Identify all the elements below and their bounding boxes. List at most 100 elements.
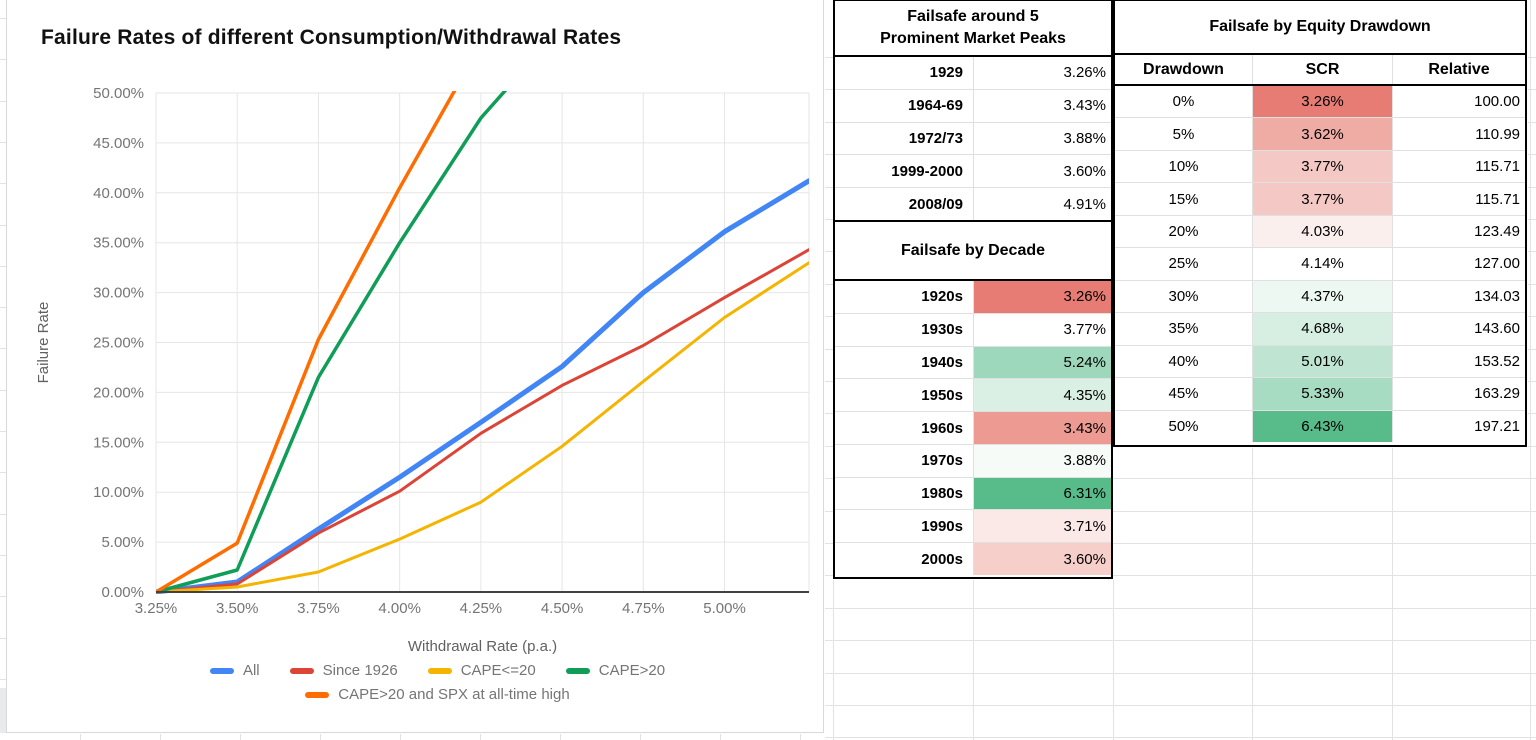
equity-drawdown-cell[interactable]: 15%	[1168, 190, 1199, 208]
x-tick-label: 3.75%	[297, 600, 340, 617]
equity-relative-cell[interactable]: 123.49	[1392, 215, 1525, 248]
decade-value-cell[interactable]: 3.77%	[973, 313, 1111, 346]
failure-rate-chart[interactable]: Failure Rates of different Consumption/W…	[6, 0, 824, 733]
equity-table-row: 45% 5.33% 163.29	[1115, 377, 1525, 410]
legend-swatch-icon	[565, 667, 590, 674]
sheet-gridline	[825, 413, 833, 415]
legend-item-cape-20-and-spx-at-all-time-high[interactable]: CAPE>20 and SPX at all-time high	[305, 686, 570, 703]
decade-table-rows: 1920s 3.26% 1930s 3.77% 1940s 5.24% 1950s 4.35%…	[835, 281, 1111, 576]
equity-scr-cell[interactable]: 5.33%	[1252, 378, 1392, 410]
legend-label: Since 1926	[322, 662, 398, 679]
equity-scr-cell[interactable]: 3.62%	[1252, 118, 1392, 150]
equity-relative-cell[interactable]: 143.60	[1392, 313, 1525, 345]
equity-header-drawdown[interactable]: Drawdown	[1143, 60, 1224, 78]
equity-header-scr[interactable]: SCR	[1252, 55, 1392, 84]
equity-drawdown-cell[interactable]: 50%	[1168, 417, 1199, 435]
sheet-gridline	[1528, 251, 1536, 253]
equity-scr-cell[interactable]: 4.37%	[1252, 280, 1392, 313]
equity-relative-cell[interactable]: 115.71	[1392, 183, 1525, 215]
sheet-gridline	[0, 265, 6, 267]
equity-scr-cell[interactable]: 3.77%	[1252, 183, 1392, 215]
equity-drawdown-cell[interactable]: 10%	[1168, 158, 1199, 176]
equity-drawdown-cell[interactable]: 0%	[1172, 93, 1195, 111]
equity-relative-cell[interactable]: 134.03	[1392, 280, 1525, 313]
decade-label-cell[interactable]: 1940s	[921, 353, 963, 371]
decade-value-cell[interactable]: 5.24%	[973, 346, 1111, 379]
equity-title-text: Failsafe by Equity Drawdown	[1209, 18, 1431, 36]
equity-table-rows: 0% 3.26% 100.00 5% 3.62% 110.99 10% 3.77% 115.71…	[1115, 86, 1525, 442]
equity-scr-cell[interactable]: 3.77%	[1252, 150, 1392, 183]
decade-table-row: 1940s 5.24%	[835, 345, 1111, 379]
decade-label-cell[interactable]: 1960s	[921, 419, 963, 437]
equity-relative-cell[interactable]: 127.00	[1392, 248, 1525, 280]
sheet-gridline	[0, 18, 6, 19]
equity-relative-cell[interactable]: 100.00	[1392, 86, 1525, 118]
decade-label-cell[interactable]: 1930s	[921, 321, 963, 339]
equity-scr-cell[interactable]: 4.14%	[1252, 248, 1392, 280]
legend-swatch-icon	[427, 667, 452, 674]
peaks-value-cell[interactable]: 3.88%	[973, 122, 1111, 155]
peaks-value-cell[interactable]: 3.60%	[973, 155, 1111, 188]
equity-table-row: 0% 3.26% 100.00	[1115, 86, 1525, 118]
equity-scr-cell[interactable]: 4.68%	[1252, 313, 1392, 345]
decade-value-cell[interactable]: 3.26%	[973, 281, 1111, 313]
sheet-gridline	[833, 580, 834, 740]
peaks-label-cell[interactable]: 1999-2000	[891, 162, 963, 180]
peaks-label-cell[interactable]: 1964-69	[907, 97, 963, 115]
sheet-gridline	[1113, 478, 1536, 480]
equity-drawdown-cell[interactable]: 5%	[1172, 125, 1195, 143]
decade-value-cell[interactable]: 6.31%	[973, 477, 1111, 510]
legend-item-all[interactable]: All	[209, 662, 260, 679]
sheet-gridline	[1113, 705, 1536, 706]
equity-drawdown-cell[interactable]: 45%	[1168, 385, 1199, 403]
decade-value-cell[interactable]: 4.35%	[973, 379, 1111, 412]
sheet-gridline	[825, 543, 833, 544]
legend-swatch-icon	[289, 667, 314, 674]
equity-relative-cell[interactable]: 197.21	[1392, 410, 1525, 442]
equity-relative-cell[interactable]: 153.52	[1392, 345, 1525, 378]
equity-drawdown-cell[interactable]: 40%	[1168, 352, 1199, 370]
equity-relative-cell[interactable]: 110.99	[1392, 118, 1525, 150]
decade-label-cell[interactable]: 2000s	[921, 550, 963, 568]
equity-header-relative[interactable]: Relative	[1392, 55, 1525, 84]
equity-scr-cell[interactable]: 5.01%	[1252, 345, 1392, 378]
sheet-gridline	[1528, 89, 1536, 91]
equity-scr-cell[interactable]: 6.43%	[1252, 410, 1392, 442]
decade-label-cell[interactable]: 1950s	[921, 386, 963, 404]
decade-label-cell[interactable]: 1920s	[921, 288, 963, 306]
equity-scr-cell[interactable]: 3.26%	[1252, 86, 1392, 118]
equity-drawdown-cell[interactable]: 25%	[1168, 255, 1199, 273]
equity-scr-cell[interactable]: 4.03%	[1252, 215, 1392, 248]
decade-label-cell[interactable]: 1990s	[921, 517, 963, 535]
decade-label-cell[interactable]: 1980s	[921, 485, 963, 503]
sheet-gridline	[1530, 0, 1531, 740]
equity-drawdown-cell[interactable]: 35%	[1168, 320, 1199, 338]
sheet-gridline	[1113, 580, 1114, 740]
decade-value-cell[interactable]: 3.60%	[973, 543, 1111, 576]
peaks-value-cell[interactable]: 4.91%	[973, 188, 1111, 220]
decade-label-cell[interactable]: 1970s	[921, 452, 963, 470]
decade-table-title[interactable]: Failsafe by Decade	[835, 220, 1111, 281]
equity-drawdown-cell[interactable]: 20%	[1168, 223, 1199, 241]
decade-value-cell[interactable]: 3.88%	[973, 444, 1111, 477]
peaks-label-cell[interactable]: 2008/09	[908, 195, 963, 213]
equity-table-row: 30% 4.37% 134.03	[1115, 279, 1525, 313]
equity-relative-cell[interactable]: 163.29	[1392, 378, 1525, 410]
peaks-label-cell[interactable]: 1929	[929, 64, 963, 82]
legend-item-cape-20[interactable]: CAPE>20	[565, 662, 665, 679]
equity-relative-cell[interactable]: 115.71	[1392, 150, 1525, 183]
decade-value-cell[interactable]: 3.71%	[973, 510, 1111, 543]
equity-table-title[interactable]: Failsafe by Equity Drawdown	[1115, 1, 1525, 55]
peaks-value-cell[interactable]: 3.26%	[973, 57, 1111, 89]
legend-row-1: All Since 1926 CAPE<=20 CAPE>20	[209, 662, 665, 679]
peaks-title-line2: Prominent Market Peaks	[880, 30, 1066, 47]
peaks-label-cell[interactable]: 1972/73	[908, 129, 963, 147]
legend-item-since-1926[interactable]: Since 1926	[289, 662, 398, 679]
peaks-table-title[interactable]: Failsafe around 5 Prominent Market Peaks	[835, 1, 1111, 57]
y-tick-label: 50.00%	[93, 85, 144, 102]
decade-value-cell[interactable]: 3.43%	[973, 412, 1111, 444]
decade-table-row: 1970s 3.88%	[835, 443, 1111, 477]
equity-drawdown-cell[interactable]: 30%	[1168, 287, 1199, 305]
peaks-value-cell[interactable]: 3.43%	[973, 89, 1111, 122]
legend-item-cape-20[interactable]: CAPE<=20	[427, 662, 536, 679]
